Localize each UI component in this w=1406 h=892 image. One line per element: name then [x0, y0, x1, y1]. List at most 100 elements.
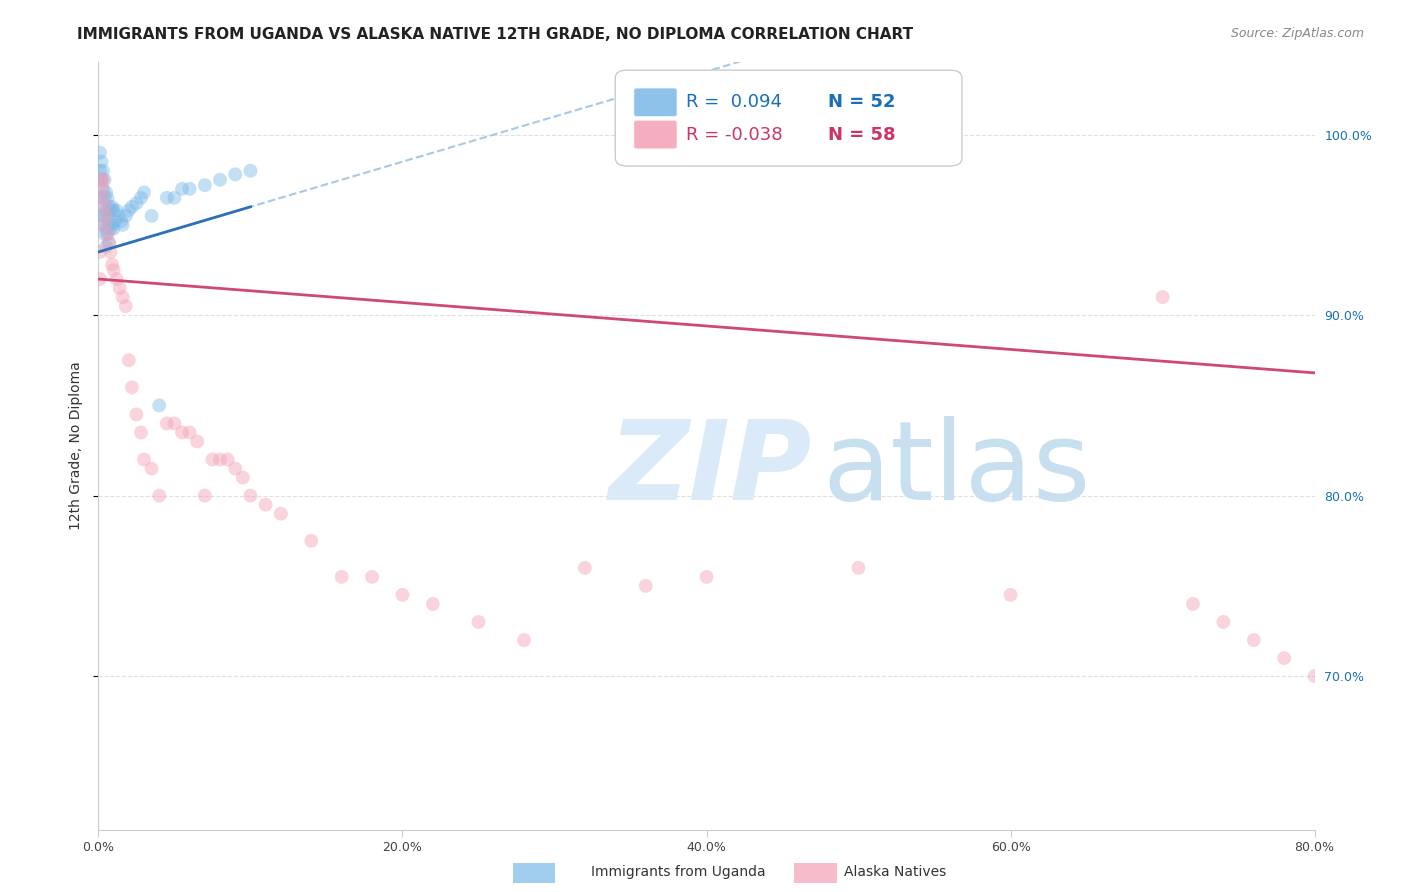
Text: atlas: atlas — [823, 416, 1091, 523]
Point — [90, 173, 112, 187]
Point — [156, 417, 179, 431]
Point — [108, 281, 131, 295]
Point — [101, 258, 124, 272]
Point — [239, 163, 262, 178]
Point — [1243, 633, 1265, 648]
Point — [93, 191, 115, 205]
Point — [100, 221, 122, 235]
Point — [179, 425, 201, 440]
Point — [170, 182, 193, 196]
Point — [1272, 651, 1295, 665]
Point — [98, 235, 121, 250]
Point — [148, 398, 170, 412]
Point — [94, 186, 117, 200]
Point — [94, 209, 117, 223]
FancyBboxPatch shape — [616, 70, 962, 166]
Point — [270, 507, 292, 521]
Point — [125, 408, 148, 422]
Point — [696, 570, 718, 584]
Text: N = 58: N = 58 — [828, 127, 896, 145]
Point — [90, 173, 112, 187]
Point — [93, 218, 115, 232]
Point — [224, 167, 246, 181]
Point — [89, 173, 111, 187]
Point — [1182, 597, 1205, 611]
Point — [103, 221, 125, 235]
Point — [330, 570, 353, 584]
Point — [141, 461, 163, 475]
Point — [94, 239, 117, 253]
Point — [217, 452, 239, 467]
Point — [1334, 687, 1357, 701]
Text: Alaska Natives: Alaska Natives — [844, 865, 946, 880]
Point — [89, 145, 111, 160]
Point — [1152, 290, 1174, 304]
Point — [129, 425, 152, 440]
Point — [848, 561, 870, 575]
Point — [156, 191, 179, 205]
Point — [100, 244, 122, 259]
Point — [98, 218, 121, 232]
Point — [194, 489, 217, 503]
Point — [89, 244, 111, 259]
Point — [361, 570, 384, 584]
Point — [89, 272, 111, 286]
Point — [170, 425, 193, 440]
Point — [125, 196, 148, 211]
Point — [114, 299, 136, 313]
Point — [100, 203, 122, 218]
Text: Source: ZipAtlas.com: Source: ZipAtlas.com — [1230, 27, 1364, 40]
Point — [105, 272, 128, 286]
Point — [186, 434, 208, 449]
Point — [91, 173, 114, 187]
Point — [1000, 588, 1022, 602]
Point — [89, 163, 111, 178]
Point — [121, 200, 143, 214]
Point — [163, 191, 186, 205]
Point — [94, 203, 117, 218]
Point — [1303, 669, 1326, 683]
Text: R = -0.038: R = -0.038 — [686, 127, 783, 145]
Point — [98, 200, 121, 214]
Text: N = 52: N = 52 — [828, 94, 896, 112]
Y-axis label: 12th Grade, No Diploma: 12th Grade, No Diploma — [69, 361, 83, 531]
Point — [90, 182, 112, 196]
Point — [1212, 615, 1234, 629]
Text: IMMIGRANTS FROM UGANDA VS ALASKA NATIVE 12TH GRADE, NO DIPLOMA CORRELATION CHART: IMMIGRANTS FROM UGANDA VS ALASKA NATIVE … — [77, 27, 914, 42]
Point — [163, 417, 186, 431]
Point — [299, 533, 322, 548]
Point — [103, 203, 125, 218]
Point — [104, 214, 127, 228]
Point — [194, 178, 217, 193]
Point — [179, 182, 201, 196]
Point — [93, 227, 115, 241]
Point — [232, 470, 254, 484]
Point — [148, 489, 170, 503]
Point — [93, 200, 115, 214]
Text: R =  0.094: R = 0.094 — [686, 94, 782, 112]
Point — [110, 214, 132, 228]
Point — [118, 203, 141, 218]
Point — [141, 209, 163, 223]
Text: Immigrants from Uganda: Immigrants from Uganda — [591, 865, 765, 880]
Point — [107, 209, 129, 223]
Point — [391, 588, 413, 602]
Point — [111, 218, 134, 232]
Point — [114, 209, 136, 223]
Point — [93, 209, 115, 223]
Point — [105, 203, 128, 218]
Point — [90, 191, 112, 205]
Point — [467, 615, 489, 629]
Point — [96, 191, 118, 205]
Point — [121, 380, 143, 394]
Point — [634, 579, 657, 593]
Point — [254, 498, 277, 512]
Point — [574, 561, 596, 575]
Point — [129, 191, 152, 205]
Point — [96, 227, 118, 241]
Point — [224, 461, 246, 475]
Point — [132, 186, 155, 200]
FancyBboxPatch shape — [634, 120, 678, 149]
Point — [90, 154, 112, 169]
Point — [132, 452, 155, 467]
